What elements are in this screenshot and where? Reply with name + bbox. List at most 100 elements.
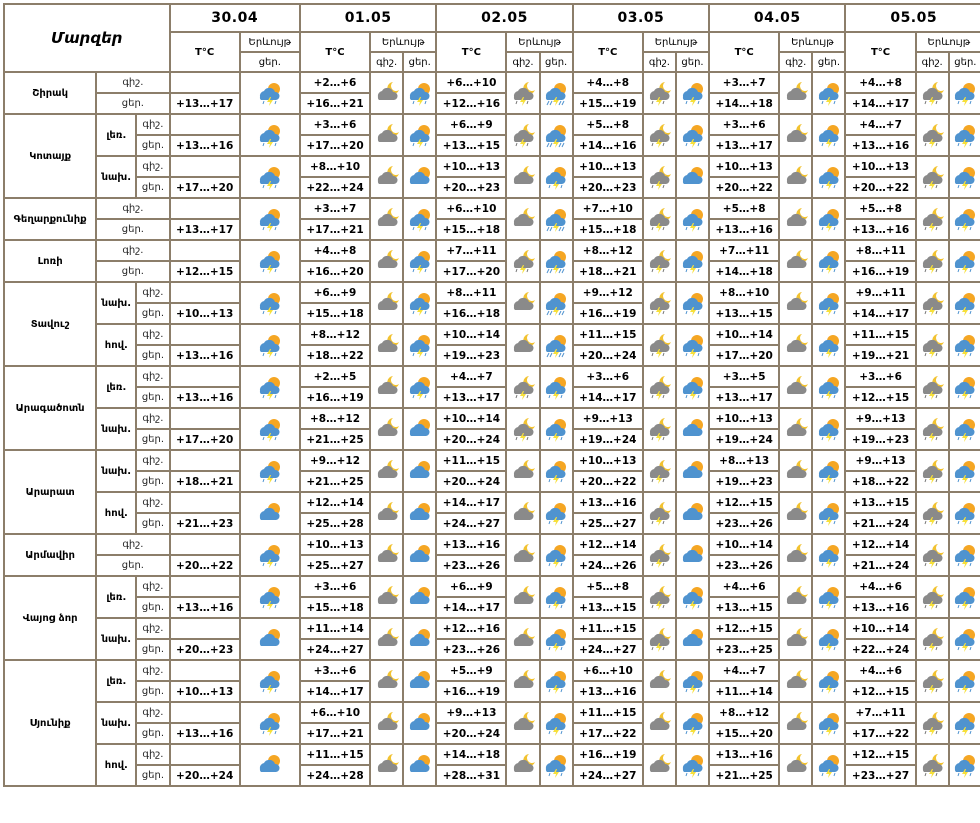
day-temperature: +22…+24 [844, 638, 917, 661]
day-cloudy-icon [402, 701, 438, 745]
day-storm-icon [947, 743, 980, 787]
night-storm-icon [914, 617, 950, 661]
day-temperature: +18…+21 [168, 470, 241, 493]
day-temperature: +24…+27 [571, 764, 644, 787]
day-temperature: +20…+24 [435, 470, 508, 493]
night-label: գիշ. [135, 407, 171, 430]
day-label: ցեր. [135, 302, 171, 325]
day-rain-storm-icon [538, 239, 574, 283]
day-temperature: +24…+27 [298, 638, 372, 661]
night-temperature: +5…+9 [435, 659, 508, 682]
table-row-night: Վայոց ձոր լեռ. գիշ. +3…+6 +6…+9 +5…+8 +4…+6 +4…… [2, 575, 980, 661]
night-temperature: +8…+11 [844, 239, 917, 262]
zone-label: նախ. [95, 701, 138, 745]
day-label: ցեր. [135, 470, 171, 493]
table-row-day: ցեր. +13…+16 +15…+18 +14…+17 +13…+15 +13…+15 +… [4, 596, 980, 619]
night-storm-icon [641, 155, 677, 199]
night-cloudy-icon [778, 701, 814, 745]
day-storm-icon [947, 323, 980, 367]
day-cloudy-icon [402, 743, 438, 787]
table-row-day: ցեր. +13…+17 +17…+21 +15…+18 +15…+18 +13…+16 +… [4, 218, 980, 241]
night-temperature: +3…+6 [844, 365, 917, 388]
day-temperature: +17…+20 [298, 134, 372, 157]
day-cloudy-icon [402, 491, 438, 535]
day-temperature: +20…+24 [435, 428, 508, 451]
day-temperature: +15…+19 [571, 92, 644, 115]
night-cloudy-icon [778, 71, 814, 115]
night-storm-icon [914, 281, 950, 325]
table-row-day: ցեր. +20…+24 +24…+28 +28…+31 +24…+27 +21…+25 +… [4, 764, 980, 787]
day-storm-icon [238, 407, 301, 451]
night-label: գիշ. [135, 743, 171, 766]
day-storm-icon [402, 71, 438, 115]
night-temperature [168, 617, 241, 640]
day-storm-icon [947, 701, 980, 745]
night-label: գիշ. [135, 617, 171, 640]
day-storm-icon [811, 491, 847, 535]
night-label: գիշ. [135, 449, 171, 472]
day-storm-icon [238, 533, 301, 577]
night-temperature: +12…+14 [571, 533, 644, 556]
day-temperature: +23…+26 [435, 638, 508, 661]
region-name: Կոտայք [2, 113, 98, 199]
table-row-night: Լոռի գիշ. +4…+8 +7…+11 +8…+12 +7…+11 +8…+11 [2, 239, 980, 283]
zone-label: հով. [95, 491, 138, 535]
night-temperature: +10…+14 [435, 407, 508, 430]
day-cloudy-icon [674, 449, 711, 493]
day-storm-icon [947, 365, 980, 409]
day-temperature: +13…+16 [844, 218, 917, 241]
table-row-night: հով. գիշ. +8…+12 +10…+14 +11…+15 +10…+14 +11…+… [4, 323, 980, 367]
night-cloudy-icon [369, 113, 405, 157]
page-title: Մարզեր [3, 3, 171, 73]
night-temperature: +12…+14 [844, 533, 917, 556]
day-temperature: +10…+13 [168, 302, 241, 325]
night-temperature: +4…+7 [708, 659, 781, 682]
day-temperature: +16…+21 [298, 92, 372, 115]
night-storm-icon [641, 617, 677, 661]
night-temperature: +14…+18 [435, 743, 508, 766]
night-storm-icon [914, 197, 950, 241]
night-storm-icon [641, 533, 677, 577]
night-temperature: +4…+8 [298, 239, 372, 262]
day-storm-icon [674, 239, 711, 283]
day-temperature: +13…+16 [168, 596, 241, 619]
day-temperature: +21…+24 [844, 512, 917, 535]
day-storm-icon [238, 575, 301, 619]
phenomenon-header: Երևույթ [914, 31, 980, 53]
zone-label: լեռ. [95, 659, 138, 703]
night-cloudy-icon [778, 449, 814, 493]
night-storm-icon [641, 491, 677, 535]
day-temperature: +13…+16 [571, 680, 644, 703]
day-storm-icon [674, 701, 711, 745]
table-row-night: հով. գիշ. +12…+14 +14…+17 +13…+16 +12…+15 +13…… [4, 491, 980, 535]
day-temperature: +19…+23 [435, 344, 508, 367]
day-storm-icon [402, 113, 438, 157]
night-temperature: +8…+10 [708, 281, 781, 304]
day-phenomenon-header: ցեր. [947, 51, 980, 73]
night-cloudy-icon [641, 743, 677, 787]
night-storm-icon [641, 239, 677, 283]
day-storm-icon [947, 491, 980, 535]
night-temperature: +6…+9 [435, 575, 508, 598]
night-storm-icon [505, 365, 541, 409]
night-cloudy-icon [505, 155, 541, 199]
night-temperature: +8…+12 [571, 239, 644, 262]
day-temperature: +17…+22 [844, 722, 917, 745]
night-temperature: +2…+6 [298, 71, 372, 94]
day-storm-icon [402, 197, 438, 241]
day-temperature: +23…+26 [708, 512, 781, 535]
day-storm-icon [238, 323, 301, 367]
night-cloudy-icon [369, 155, 405, 199]
zone-label: լեռ. [95, 365, 138, 409]
day-storm-icon [811, 71, 847, 115]
day-label: ցեր. [135, 512, 171, 535]
table-row-day: ցեր. +17…+20 +22…+24 +20…+23 +20…+23 +20…+22 +… [4, 176, 980, 199]
day-storm-icon [238, 281, 301, 325]
day-storm-icon [238, 71, 301, 115]
day-temperature: +14…+17 [435, 596, 508, 619]
night-temperature: +4…+7 [435, 365, 508, 388]
day-cloudy-icon [674, 533, 711, 577]
night-cloudy-icon [778, 743, 814, 787]
night-temperature: +6…+10 [571, 659, 644, 682]
day-temperature: +20…+24 [168, 764, 241, 787]
